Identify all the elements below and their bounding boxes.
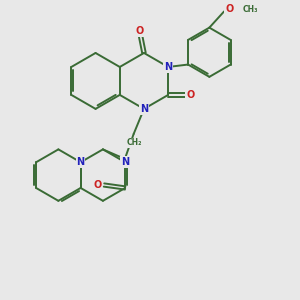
Text: CH₂: CH₂: [127, 138, 142, 147]
Text: O: O: [93, 180, 102, 190]
Text: CH₃: CH₃: [242, 4, 258, 14]
Text: N: N: [76, 157, 85, 167]
Text: O: O: [135, 26, 144, 36]
Text: N: N: [121, 157, 129, 167]
Text: O: O: [225, 4, 233, 14]
Text: N: N: [140, 104, 148, 114]
Text: N: N: [164, 62, 172, 72]
Text: O: O: [186, 90, 194, 100]
